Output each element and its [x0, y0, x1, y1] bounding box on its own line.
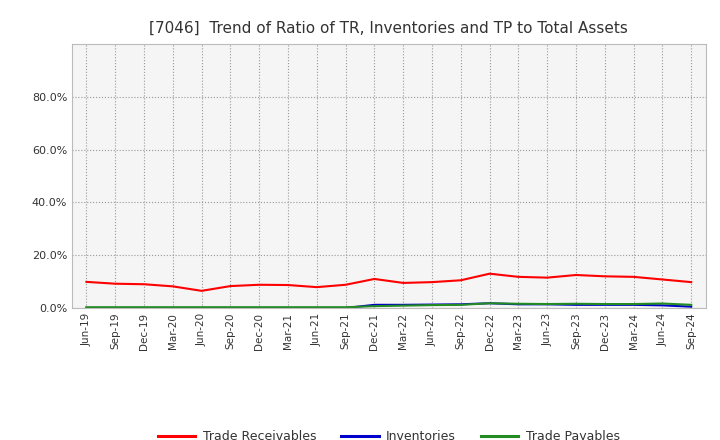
Line: Trade Payables: Trade Payables — [86, 303, 691, 307]
Trade Payables — [629, 301, 638, 307]
Inventories — [140, 305, 148, 311]
Trade Receivables — [543, 275, 552, 280]
Trade Payables — [687, 302, 696, 308]
Trade Payables — [658, 301, 667, 306]
Trade Receivables — [226, 283, 235, 289]
Trade Receivables — [629, 274, 638, 279]
Trade Receivables — [197, 288, 206, 293]
Trade Payables — [341, 304, 350, 310]
Trade Receivables — [600, 274, 609, 279]
Trade Payables — [197, 304, 206, 310]
Trade Receivables — [687, 279, 696, 285]
Trade Payables — [370, 304, 379, 309]
Inventories — [370, 302, 379, 308]
Trade Payables — [572, 301, 580, 306]
Trade Payables — [140, 304, 148, 310]
Trade Payables — [428, 302, 436, 308]
Inventories — [456, 302, 465, 307]
Trade Receivables — [370, 276, 379, 282]
Trade Receivables — [456, 278, 465, 283]
Inventories — [255, 305, 264, 311]
Inventories — [284, 305, 292, 311]
Inventories — [572, 302, 580, 308]
Inventories — [399, 302, 408, 308]
Inventories — [226, 305, 235, 311]
Line: Inventories: Inventories — [86, 303, 691, 308]
Trade Payables — [600, 301, 609, 307]
Inventories — [600, 302, 609, 308]
Trade Payables — [514, 301, 523, 306]
Inventories — [111, 305, 120, 311]
Inventories — [514, 302, 523, 307]
Inventories — [485, 301, 494, 306]
Trade Receivables — [514, 274, 523, 279]
Trade Payables — [456, 302, 465, 308]
Trade Payables — [168, 304, 177, 310]
Trade Payables — [226, 304, 235, 310]
Trade Receivables — [111, 281, 120, 286]
Trade Receivables — [168, 284, 177, 289]
Trade Receivables — [284, 282, 292, 288]
Inventories — [82, 305, 91, 311]
Trade Payables — [485, 301, 494, 306]
Trade Payables — [312, 304, 321, 310]
Title: [7046]  Trend of Ratio of TR, Inventories and TP to Total Assets: [7046] Trend of Ratio of TR, Inventories… — [149, 21, 629, 36]
Trade Payables — [111, 304, 120, 310]
Inventories — [341, 305, 350, 311]
Trade Receivables — [140, 282, 148, 287]
Trade Payables — [255, 304, 264, 310]
Trade Receivables — [255, 282, 264, 287]
Line: Trade Receivables: Trade Receivables — [86, 274, 691, 291]
Legend: Trade Receivables, Inventories, Trade Payables: Trade Receivables, Inventories, Trade Pa… — [153, 425, 625, 440]
Trade Payables — [82, 304, 91, 310]
Trade Payables — [399, 303, 408, 308]
Trade Receivables — [658, 277, 667, 282]
Trade Receivables — [341, 282, 350, 287]
Trade Receivables — [428, 279, 436, 285]
Trade Receivables — [312, 285, 321, 290]
Trade Receivables — [572, 272, 580, 278]
Trade Receivables — [485, 271, 494, 276]
Trade Receivables — [399, 280, 408, 286]
Trade Payables — [284, 304, 292, 310]
Inventories — [543, 302, 552, 307]
Inventories — [687, 304, 696, 309]
Inventories — [168, 305, 177, 311]
Inventories — [428, 302, 436, 307]
Inventories — [197, 305, 206, 311]
Inventories — [629, 302, 638, 308]
Trade Payables — [543, 301, 552, 307]
Trade Receivables — [82, 279, 91, 285]
Inventories — [312, 305, 321, 311]
Inventories — [658, 303, 667, 308]
